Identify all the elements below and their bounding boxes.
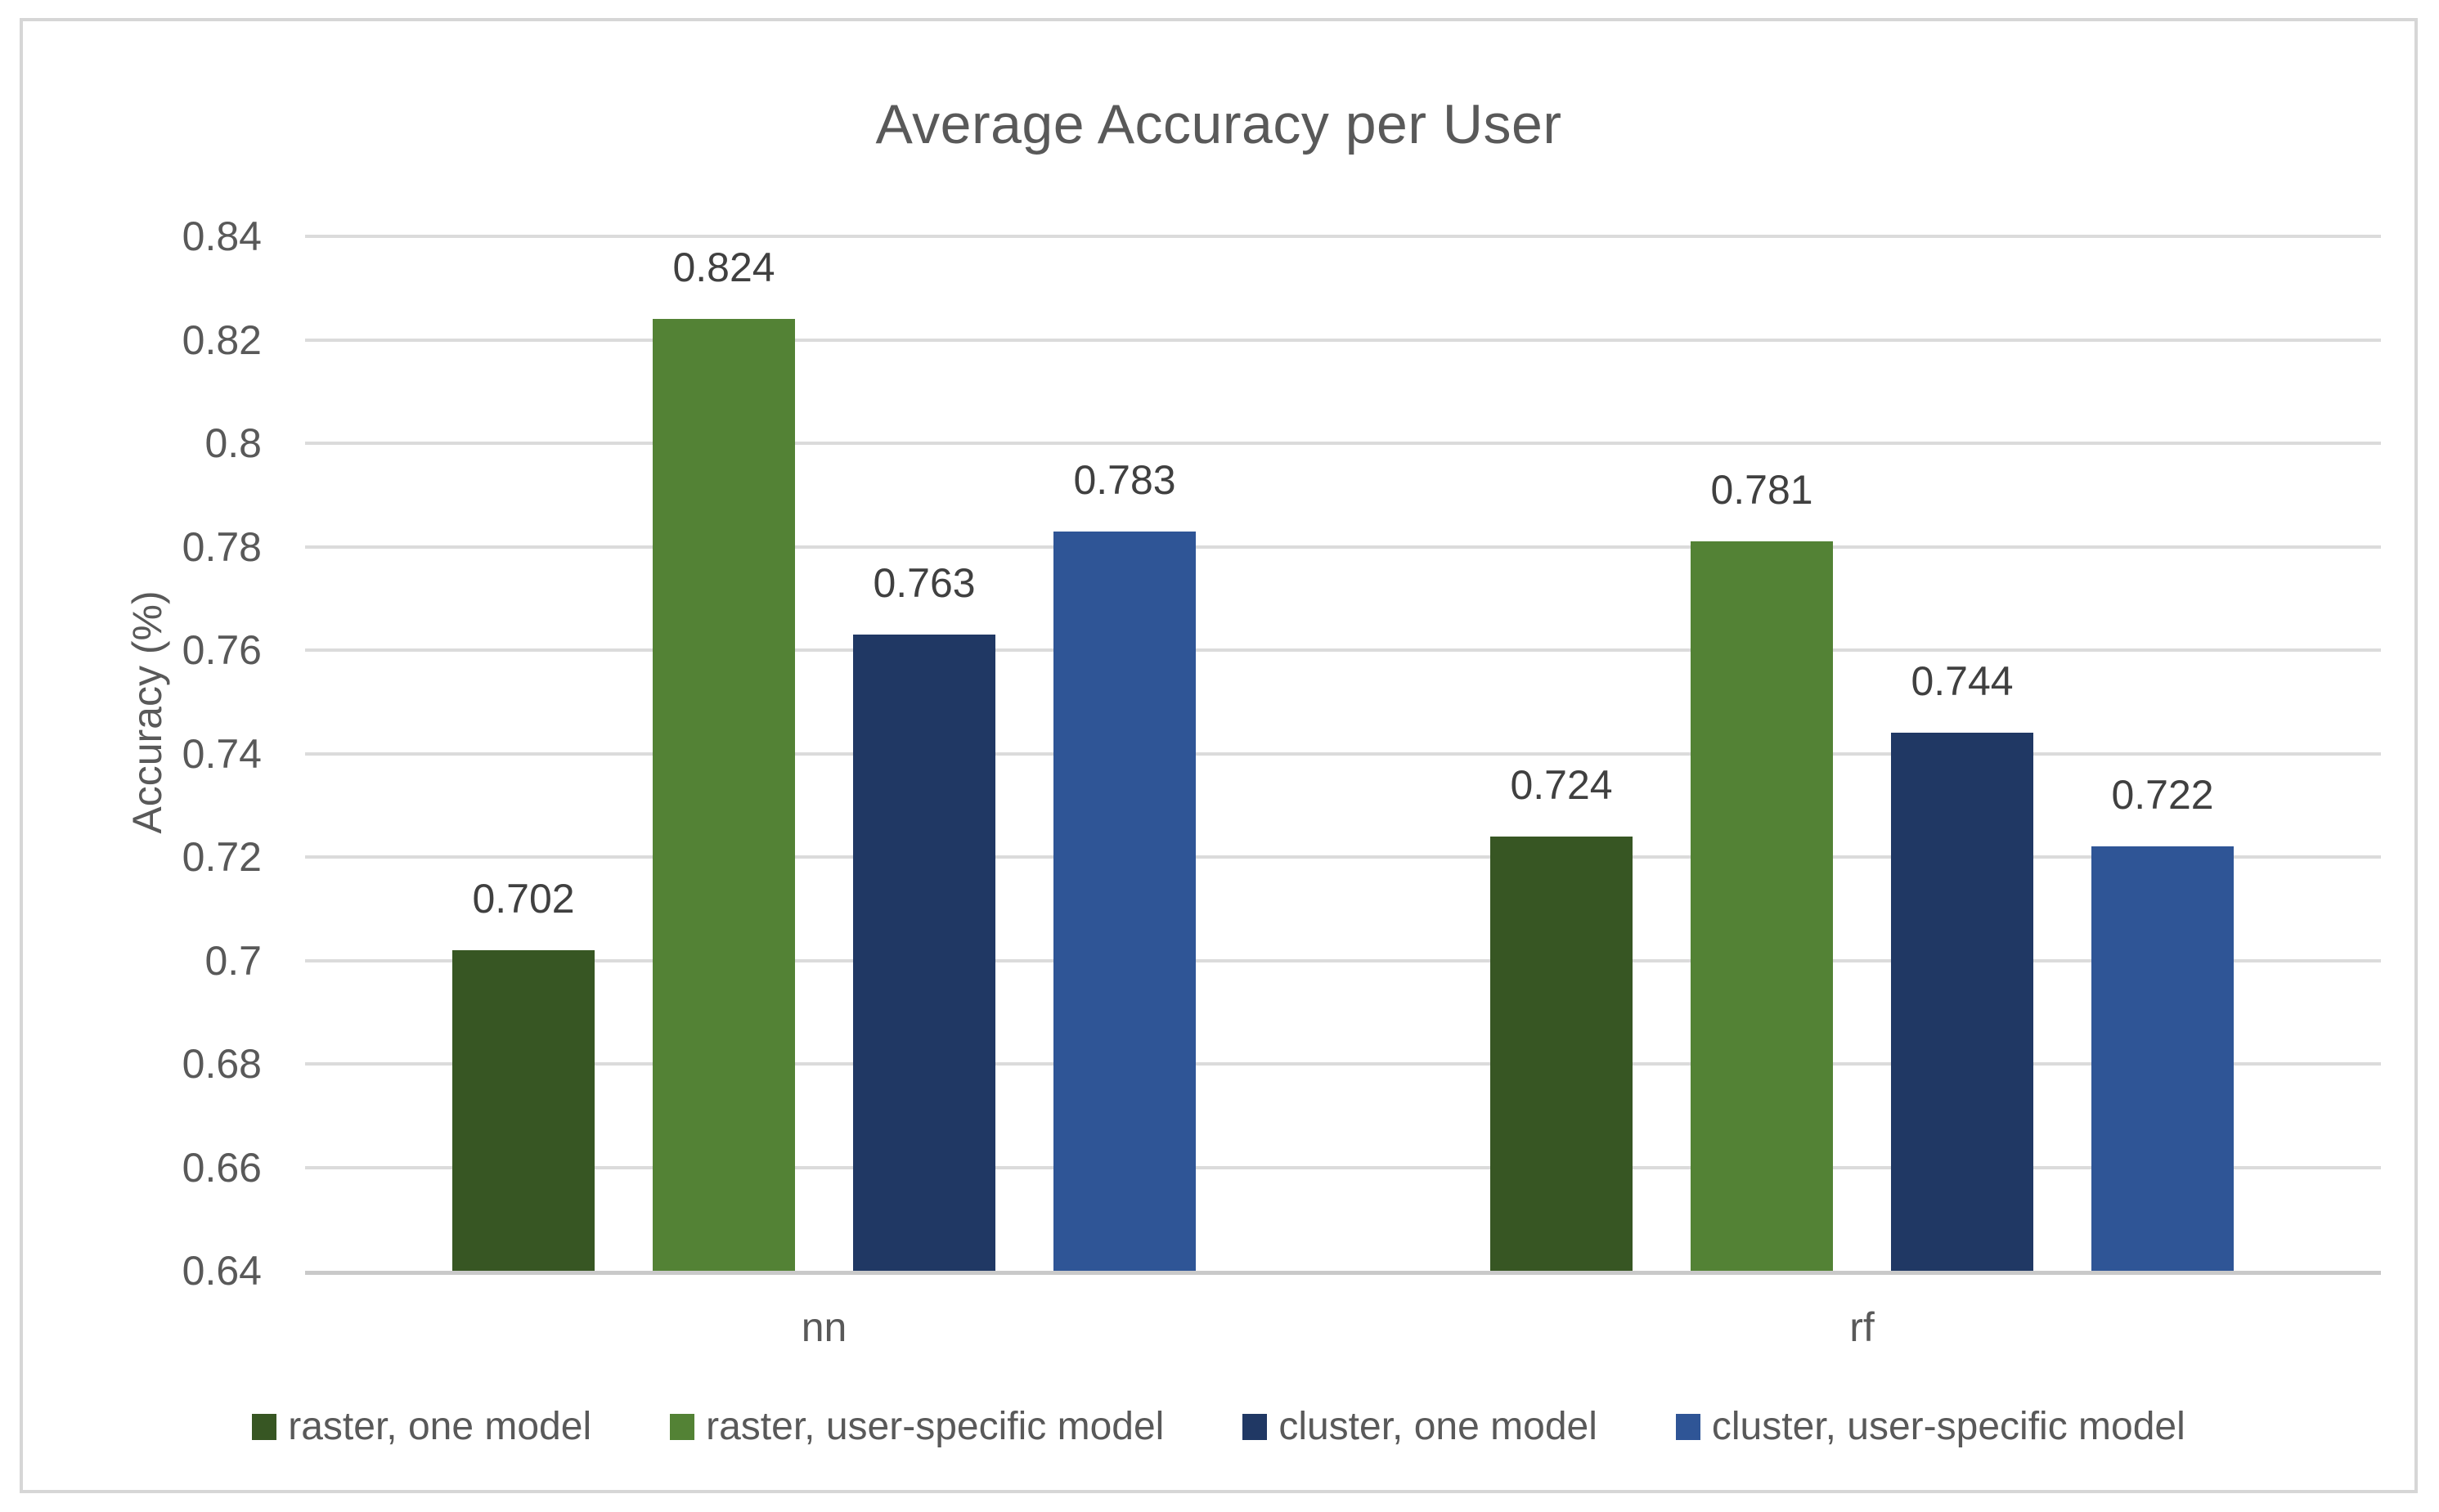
legend-swatch-icon [1242, 1414, 1268, 1440]
x-axis-line [305, 1271, 2381, 1275]
bar-rf-series-0 [1490, 836, 1633, 1271]
legend: raster, one model raster, user-specific m… [23, 1405, 2414, 1449]
bar-nn-series-0 [452, 949, 595, 1271]
y-tick-label: 0.66 [182, 1144, 262, 1191]
y-tick-label: 0.72 [182, 834, 262, 880]
data-label: 0.744 [1911, 658, 2014, 705]
gridline [305, 1062, 2381, 1066]
legend-swatch-icon [1675, 1414, 1700, 1440]
chart-frame: Average Accuracy per User Accuracy (%) 0… [20, 18, 2418, 1493]
data-label: 0.781 [1710, 467, 1813, 514]
gridline [305, 958, 2381, 962]
gridline [305, 442, 2381, 445]
plot-area: 0.702 0.824 0.763 0.783 0.724 0.781 0.744 0.722 [305, 235, 2381, 1275]
legend-swatch-icon [670, 1414, 695, 1440]
y-tick-label: 0.64 [182, 1248, 262, 1294]
data-label: 0.763 [873, 560, 976, 607]
y-tick-label: 0.82 [182, 316, 262, 363]
y-axis-title: Accuracy (%) [124, 590, 170, 834]
legend-label: cluster, user-specific model [1711, 1405, 2185, 1448]
y-tick-label: 0.74 [182, 730, 262, 777]
gridline [305, 338, 2381, 342]
y-tick-label: 0.7 [204, 937, 262, 984]
gridline [305, 235, 2381, 238]
gridline [305, 752, 2381, 756]
bar-nn-series-3 [1053, 531, 1196, 1271]
legend-item-3: cluster, user-specific model [1675, 1405, 2185, 1449]
data-label: 0.722 [2111, 772, 2214, 819]
y-tick-label: 0.78 [182, 523, 262, 570]
legend-label: raster, user-specific model [706, 1405, 1165, 1448]
gridline [305, 855, 2381, 859]
bar-rf-series-2 [1891, 733, 2033, 1271]
data-label: 0.783 [1073, 456, 1176, 503]
data-label: 0.702 [472, 875, 575, 922]
x-category-label-rf: rf [1849, 1304, 1875, 1350]
y-tick-label: 0.8 [204, 420, 262, 466]
gridline [305, 545, 2381, 549]
legend-label: cluster, one model [1278, 1405, 1597, 1448]
legend-item-1: raster, user-specific model [670, 1405, 1164, 1449]
legend-item-0: raster, one model [252, 1405, 591, 1449]
y-tick-label: 0.76 [182, 627, 262, 673]
data-label: 0.824 [672, 245, 775, 291]
legend-label: raster, one model [288, 1405, 592, 1448]
bar-rf-series-1 [1691, 541, 1833, 1271]
data-label: 0.724 [1510, 761, 1613, 808]
legend-item-2: cluster, one model [1242, 1405, 1597, 1449]
x-category-label-nn: nn [801, 1304, 847, 1350]
bar-nn-series-2 [853, 635, 995, 1271]
bar-rf-series-3 [2091, 846, 2234, 1271]
y-tick-label: 0.84 [182, 213, 262, 259]
gridline [305, 1165, 2381, 1169]
y-tick-label: 0.68 [182, 1041, 262, 1087]
gridline [305, 648, 2381, 652]
chart-title: Average Accuracy per User [875, 93, 1562, 155]
legend-swatch-icon [252, 1414, 277, 1440]
bar-nn-series-1 [653, 319, 795, 1271]
